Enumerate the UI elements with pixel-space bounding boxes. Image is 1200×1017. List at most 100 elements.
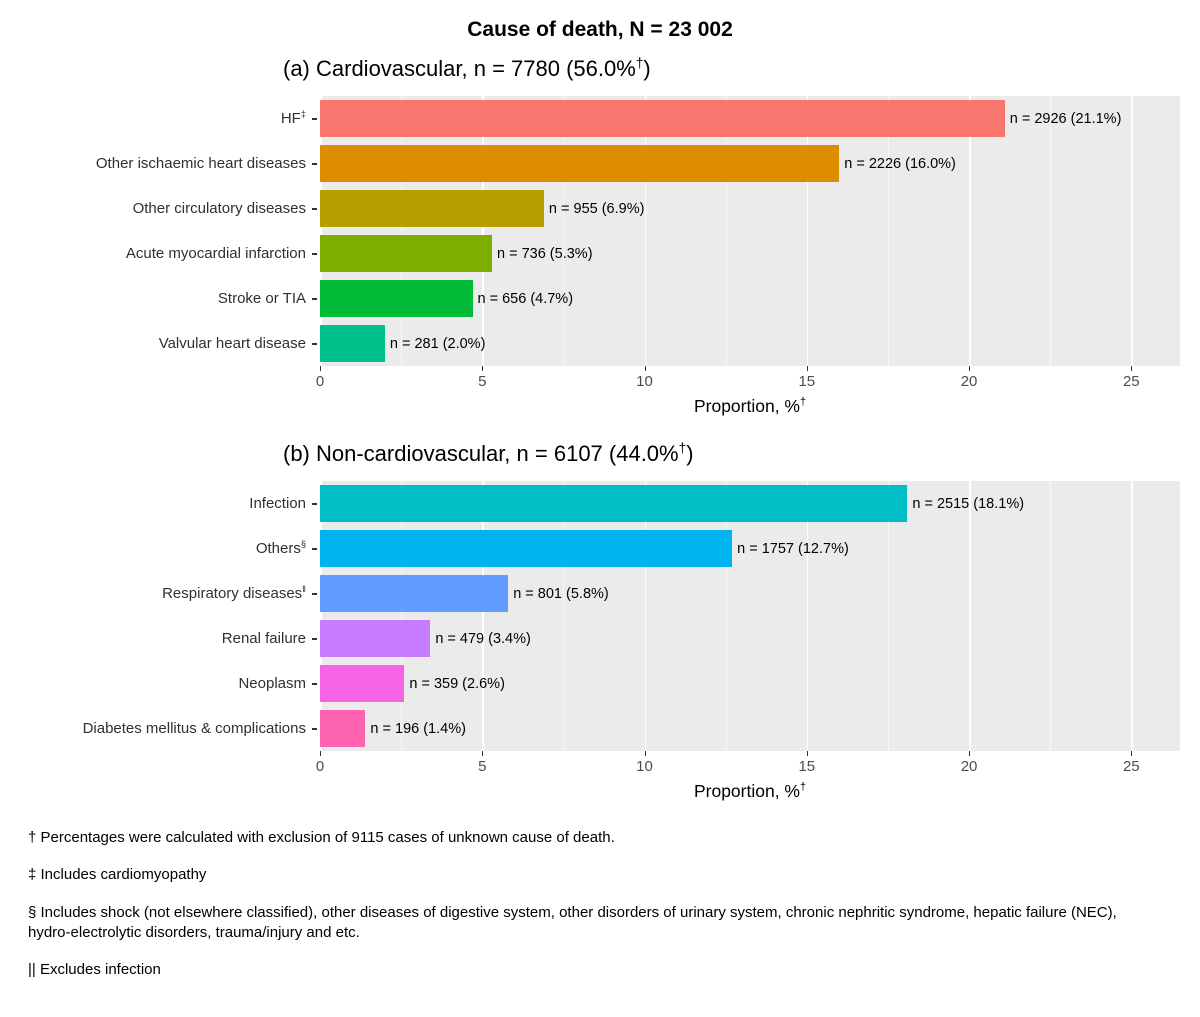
bar-value-label: n = 2226 (16.0%) [844,155,956,172]
category-label-row: Valvular heart disease [20,321,320,366]
gridline-minor [887,481,889,751]
x-axis-tick-label: 0 [315,373,325,390]
bar-row: n = 656 (4.7%) [320,276,1180,321]
dagger-superscript: † [635,55,644,71]
text-part: Stroke or TIA [217,290,306,307]
x-axis-tick-label: 15 [798,758,816,775]
bar-row: n = 281 (2.0%) [320,321,1180,366]
y-axis-tick [312,727,317,730]
bar-value-label: n = 479 (3.4%) [435,630,531,647]
text-part: Acute myocardial infarction [125,245,306,262]
text-part: Respiratory diseases [162,585,303,602]
x-axis-tick-label: 10 [636,373,653,390]
bar-row: n = 736 (5.3%) [320,231,1180,276]
x-axis-tick [1131,366,1133,371]
bar-value-label: n = 736 (5.3%) [497,245,593,262]
chart-body: HF‡ Other ischaemic heart diseases Other c… [20,96,1180,366]
gridline-minor [401,96,403,366]
gridline-major [482,96,484,366]
category-label: Acute myocardial infarction [126,245,306,262]
gridline-major [320,481,322,751]
bar-row: n = 196 (1.4%) [320,706,1180,751]
x-axis-tick [320,751,321,756]
footnotes: † Percentages were calculated with exclu… [28,828,1180,980]
category-label-row: Other ischaemic heart diseases [20,141,320,186]
x-axis: 0 5 10 15 20 25 [316,366,1180,394]
gridline-minor [725,96,727,366]
x-axis-tick [969,366,971,371]
category-label-row: Acute myocardial infarction [20,231,320,276]
gridline-major [969,96,971,366]
y-axis-tick [312,207,317,210]
bar-value-label: n = 196 (1.4%) [370,720,466,737]
gridline-minor [887,96,889,366]
category-label-row: HF‡ [20,96,320,141]
x-axis-tick [644,366,646,371]
text-part: Other circulatory diseases [132,200,306,217]
gridline-major [644,481,647,751]
x-axis-tick [969,751,971,756]
bar [320,280,473,317]
bar-row: n = 955 (6.9%) [320,186,1180,231]
footnote: § Includes shock (not elsewhere classifi… [28,903,1117,941]
x-axis-title: Proportion, %† [320,396,1180,417]
category-label-row: Infection [20,481,320,526]
gridline-major [1131,96,1133,366]
footnote: ‡ Includes cardiomyopathy [28,866,207,884]
x-axis-title: Proportion, %† [320,781,1180,802]
bar-value-label: n = 1757 (12.7%) [737,540,849,557]
bar [320,190,544,227]
y-axis-tick [312,637,317,640]
bar [320,325,385,362]
footnote: † Percentages were calculated with exclu… [28,829,615,846]
x-axis: 0 5 10 15 20 25 [316,751,1180,779]
x-axis-tick-label: 15 [798,373,816,390]
footnote: || Excludes infection [28,961,161,978]
bar [320,235,492,272]
x-axis-tick [482,751,484,756]
panel-a: (a) Cardiovascular, n = 7780 (56.0%†) HF‡… [20,56,1180,417]
text-part: ) [686,441,694,466]
text-part: HF [280,110,301,127]
category-label: Other ischaemic heart diseases [96,155,306,172]
category-label-row: Stroke or TIA [20,276,320,321]
bar [320,665,405,702]
x-axis-tick [806,751,808,756]
text-part: (b) Non-cardiovascular, n = 6107 (44.0% [283,441,679,466]
bar-value-label: n = 281 (2.0%) [389,335,486,352]
gridline-minor [1050,96,1052,366]
gridline-minor [1050,481,1052,751]
category-label: Respiratory diseases‖ [162,584,306,602]
x-axis-tick-label: 25 [1122,758,1140,775]
category-label: Other circulatory diseases [133,200,306,217]
category-label: Stroke or TIA [218,290,306,307]
y-axis-tick [312,297,317,300]
text-part: Renal failure [221,630,306,647]
x-axis-tick-label: 10 [636,758,653,775]
text-part: Proportion, % [693,781,800,801]
bar [320,145,840,182]
category-label-row: Others§ [20,526,320,571]
x-axis-tick-label: 5 [478,758,487,775]
dagger-superscript: † [800,781,807,794]
bar [320,530,733,567]
text-part: (a) Cardiovascular, n = 7780 (56.0% [283,56,636,81]
bar-row: n = 1757 (12.7%) [320,526,1180,571]
bar-row: n = 2226 (16.0%) [320,141,1180,186]
gridline-major [1131,481,1133,751]
bar-row: n = 359 (2.6%) [320,661,1180,706]
category-label-row: Renal failure [20,616,320,661]
gridline-major [806,96,809,366]
category-label: Others§ [256,539,306,557]
category-label: Infection [249,495,306,512]
figure-title: Cause of death, N = 23 002 [467,18,733,41]
gridline-major [482,481,484,751]
y-axis-tick [312,547,317,550]
bar [320,620,431,657]
category-label-row: Neoplasm [20,661,320,706]
x-axis-tick-label: 20 [960,373,978,390]
chart-body: Infection Others§ Respiratory diseases‖ Ren… [20,481,1180,751]
bar [320,100,1005,137]
bar-row: n = 801 (5.8%) [320,571,1180,616]
